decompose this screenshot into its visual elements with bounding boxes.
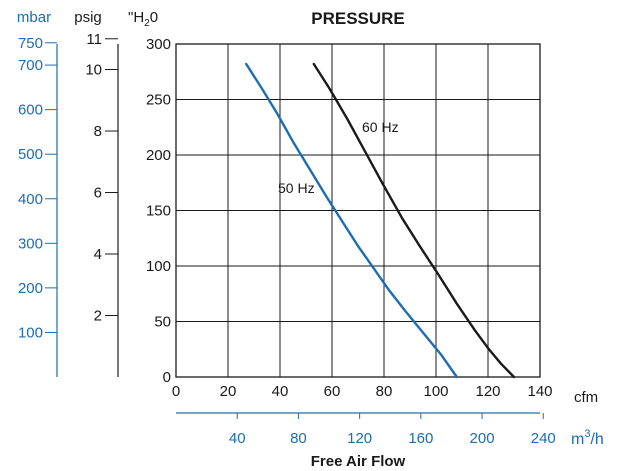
mbar-tick-label-300: 300 <box>18 235 43 252</box>
m3h-axis-unit: m3/h <box>571 428 604 448</box>
x-tick-label-20: 20 <box>220 383 237 400</box>
inh2o-axis-unit: "H20 <box>128 9 158 29</box>
mbar-tick-label-750: 750 <box>18 35 43 52</box>
m3h-tick-label-160: 160 <box>408 430 433 447</box>
y-tick-label-250: 250 <box>146 92 171 109</box>
inh2o-unit-tail: 0 <box>150 9 158 26</box>
psig-tick-label-4: 4 <box>94 246 102 263</box>
x-tick-label-40: 40 <box>272 383 289 400</box>
m3h-tick-label-120: 120 <box>347 430 372 447</box>
m3h-unit-tail: /h <box>590 431 603 448</box>
mbar-axis-unit: mbar <box>17 9 51 26</box>
y-tick-label-100: 100 <box>146 258 171 275</box>
m3h-tick-label-40: 40 <box>229 430 246 447</box>
chart-title: PRESSURE <box>311 9 405 28</box>
m3h-tick-label-240: 240 <box>531 430 556 447</box>
mbar-tick-label-600: 600 <box>18 102 43 119</box>
series-label-2: 60 Hz <box>362 119 399 135</box>
y-tick-label-200: 200 <box>146 147 171 164</box>
psig-tick-label-6: 6 <box>94 185 102 202</box>
y-tick-label-300: 300 <box>146 36 171 53</box>
series-label-1: 50 Hz <box>278 180 315 196</box>
psig-axis-unit: psig <box>74 9 102 26</box>
mbar-tick-label-700: 700 <box>18 57 43 74</box>
x-axis-label: Free Air Flow <box>311 453 406 470</box>
x-tick-label-140: 140 <box>527 383 552 400</box>
mbar-tick-label-400: 400 <box>18 191 43 208</box>
psig-tick-label-11: 11 <box>86 31 102 48</box>
psig-tick-label-2: 2 <box>94 308 102 325</box>
x-tick-label-100: 100 <box>423 383 448 400</box>
m3h-unit-base: m <box>571 431 584 448</box>
x-tick-label-80: 80 <box>376 383 393 400</box>
y-tick-label-50: 50 <box>154 314 171 331</box>
m3h-tick-label-200: 200 <box>470 430 495 447</box>
inh2o-unit-base: "H <box>128 9 144 26</box>
y-tick-label-0: 0 <box>163 369 171 386</box>
inh2o-unit-sub: 2 <box>144 18 150 29</box>
x-tick-label-60: 60 <box>324 383 341 400</box>
y-tick-label-150: 150 <box>146 203 171 220</box>
psig-tick-label-10: 10 <box>85 62 102 79</box>
m3h-unit-sup: 3 <box>584 428 590 440</box>
cfm-axis-unit: cfm <box>574 389 598 406</box>
mbar-tick-label-200: 200 <box>18 280 43 297</box>
axes: 0 20 40 60 80 100 120 140 0 50 100 150 200 250 300 40 80… <box>18 31 556 447</box>
series-line-1 <box>244 62 458 379</box>
psig-tick-label-8: 8 <box>94 123 102 140</box>
m3h-tick-label-80: 80 <box>290 430 307 447</box>
series-group: 50 Hz 60 Hz <box>244 62 516 379</box>
mbar-tick-label-100: 100 <box>18 324 43 341</box>
plot-frame <box>175 43 541 378</box>
plot-grid <box>175 43 541 378</box>
x-tick-label-0: 0 <box>172 383 180 400</box>
series-line-2 <box>312 62 516 379</box>
mbar-tick-label-500: 500 <box>18 146 43 163</box>
x-tick-label-120: 120 <box>475 383 500 400</box>
